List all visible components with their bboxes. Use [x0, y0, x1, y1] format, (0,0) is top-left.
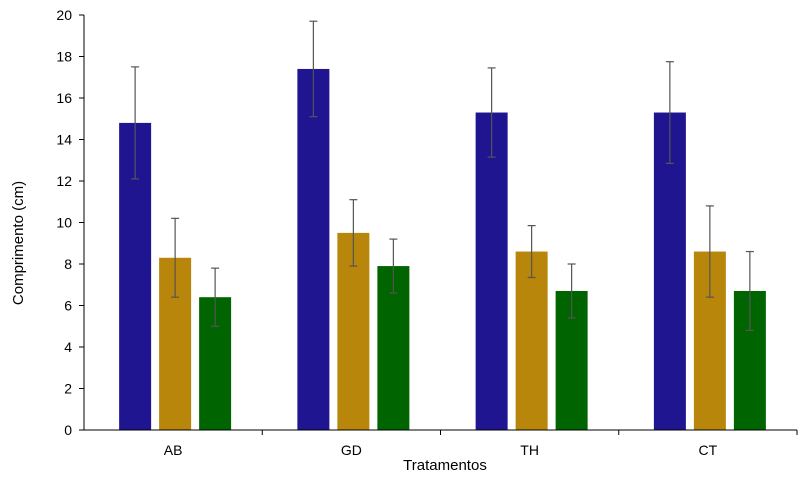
y-tick-label: 14 — [56, 132, 72, 148]
y-tick-label: 4 — [64, 339, 72, 355]
y-tick-label: 6 — [64, 298, 72, 314]
y-tick-label: 16 — [56, 90, 72, 106]
axes — [83, 15, 797, 431]
y-tick-label: 8 — [64, 256, 72, 272]
y-tick-label: 2 — [64, 381, 72, 397]
x-category-label: TH — [520, 442, 539, 458]
x-axis-categories: AB GD TH CT — [164, 442, 718, 458]
y-tick-label: 12 — [56, 173, 72, 189]
error-bars — [131, 20, 754, 331]
bars — [119, 68, 766, 431]
bar — [515, 251, 548, 430]
x-category-label: AB — [164, 442, 183, 458]
bar — [297, 68, 330, 430]
y-tick-label: 20 — [56, 7, 72, 23]
x-axis-label: Tratamentos — [403, 457, 487, 474]
y-tick-label: 10 — [56, 215, 72, 231]
y-tick-label: 18 — [56, 49, 72, 65]
y-tick-label: 0 — [64, 422, 72, 438]
y-axis-ticks: 0 2 4 6 8 10 12 14 16 18 20 — [56, 7, 798, 438]
x-category-label: GD — [341, 442, 362, 458]
x-category-label: CT — [699, 442, 718, 458]
bar — [475, 112, 508, 431]
y-axis-label: Comprimento (cm) — [10, 181, 27, 305]
y-axis-label-group: Comprimento (cm) — [10, 181, 27, 305]
bar — [653, 112, 686, 431]
